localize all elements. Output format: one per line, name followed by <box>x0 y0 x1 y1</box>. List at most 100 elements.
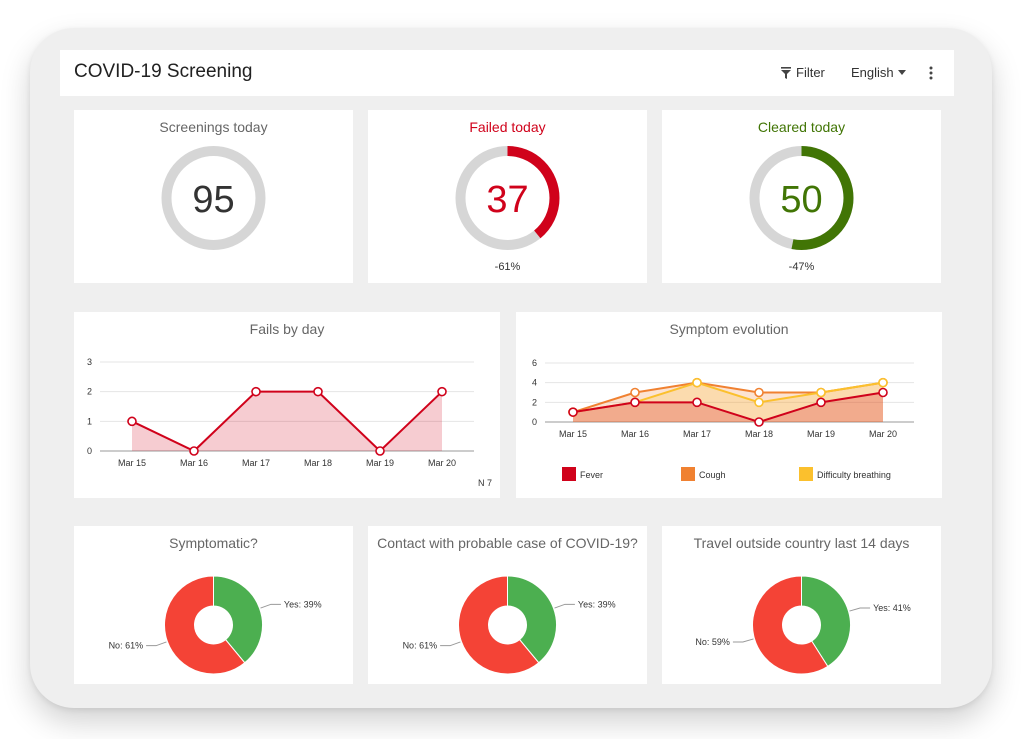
x-tick-label: Mar 16 <box>621 429 649 439</box>
series-area <box>573 392 883 422</box>
data-point <box>692 397 702 408</box>
kpi-title: Failed today <box>469 119 546 135</box>
kpi-delta: -47% <box>788 261 815 273</box>
kpi-card-screenings: Screenings today 95 <box>74 110 353 283</box>
chart-title: Symptom evolution <box>669 321 789 337</box>
slice-label: Yes: 41% <box>873 603 911 613</box>
kpi-ring-track <box>161 146 266 250</box>
kpi-value: 50 <box>780 179 822 221</box>
kpi-ring: 37 <box>455 146 560 250</box>
series-line <box>572 391 884 424</box>
kpi-value: 37 <box>486 179 528 221</box>
contact-card: Contact with probable case of COVID-19? … <box>368 526 647 684</box>
leader-line <box>440 641 461 647</box>
no-slice <box>458 575 540 675</box>
fails-by-day-chart: 0 1 2 3 Mar 15 Mar 16 Mar 17 Mar 18 Mar 19 Mar 20 <box>87 357 474 468</box>
data-point <box>816 397 826 408</box>
y-tick-label: 4 <box>532 378 537 388</box>
x-tick-label: Mar 16 <box>180 458 208 468</box>
caret-down-icon <box>897 70 906 75</box>
chart-title: Travel outside country last 14 days <box>693 535 910 551</box>
slice-label: No: 61% <box>403 641 438 651</box>
kpi-title: Screenings today <box>159 119 268 135</box>
y-tick-label: 1 <box>87 416 92 426</box>
slice-label: Yes: 39% <box>578 599 616 609</box>
legend-label: Fever <box>580 470 603 480</box>
x-tick-label: Mar 19 <box>366 458 394 468</box>
kpi-ring-progress <box>455 146 560 250</box>
leader-line <box>146 641 167 647</box>
legend-swatch <box>562 467 576 481</box>
page-title: COVID-19 Screening <box>74 61 253 82</box>
kpi-ring: 50 <box>749 146 854 250</box>
x-tick-label: Mar 17 <box>683 429 711 439</box>
data-point <box>878 387 888 398</box>
x-tick-label: Mar 20 <box>869 429 897 439</box>
fails-by-day-card: Fails by day 0 1 2 3 Mar 15 Mar 16 Mar 17 Mar 1… <box>74 312 500 498</box>
data-point <box>251 386 261 397</box>
x-tick-label: Mar 18 <box>304 458 332 468</box>
data-point <box>754 397 764 408</box>
chart-title: Fails by day <box>249 321 325 337</box>
kpi-ring: 95 <box>161 146 266 250</box>
filter-label: Filter <box>796 65 825 80</box>
series-area <box>573 382 883 422</box>
y-tick-label: 0 <box>87 446 92 456</box>
yes-slice <box>213 575 263 664</box>
data-point <box>189 446 199 456</box>
funnel-icon <box>781 66 791 79</box>
filter-button[interactable]: Filter <box>781 65 825 80</box>
travel-card: Travel outside country last 14 days Yes:… <box>662 526 941 684</box>
legend-swatch <box>681 467 695 481</box>
x-tick-label: Mar 15 <box>118 458 146 468</box>
x-tick-label: Mar 15 <box>559 429 587 439</box>
symptomatic-card: Symptomatic? Yes: 39% No: 61% <box>74 526 353 684</box>
kpi-ring-progress <box>749 146 854 250</box>
donut-chart: Yes: 39% No: 61% <box>109 575 322 675</box>
leader-line <box>849 607 871 612</box>
data-point <box>630 397 640 408</box>
yes-slice <box>507 575 557 664</box>
leader-line <box>554 603 575 609</box>
no-slice <box>164 575 246 675</box>
kpi-title: Cleared today <box>757 119 846 135</box>
data-point <box>816 387 826 398</box>
language-label: English <box>851 65 894 80</box>
kpi-value: 95 <box>192 179 234 221</box>
donut-chart: Yes: 41% No: 59% <box>695 575 911 675</box>
series-area <box>573 382 883 422</box>
leader-line <box>732 638 754 643</box>
language-select[interactable]: English <box>851 65 906 80</box>
legend-label: Cough <box>699 470 726 480</box>
y-tick-label: 2 <box>532 397 537 407</box>
app-toolbar: COVID-19 Screening Filter English <box>60 50 954 96</box>
symptom-evolution-chart: 0 2 4 6 Mar 15 Mar 16 Mar 17 Mar 18 Mar 19 Mar 20… <box>532 358 914 481</box>
no-slice <box>752 575 829 675</box>
data-point <box>375 446 385 456</box>
y-tick-label: 6 <box>532 358 537 368</box>
kpi-card-failed: Failed today 37 -61% <box>368 110 647 283</box>
data-point <box>568 407 578 417</box>
sample-size-note: N 7 <box>477 478 492 488</box>
y-tick-label: 3 <box>87 357 92 367</box>
app-frame: COVID-19 Screening Filter English Screen… <box>30 28 992 708</box>
data-point <box>127 416 137 427</box>
chart-title: Symptomatic? <box>169 535 258 551</box>
data-point <box>630 387 640 398</box>
donut-chart: Yes: 39% No: 61% <box>403 575 616 675</box>
slice-label: No: 61% <box>109 641 144 651</box>
legend-swatch <box>799 467 813 481</box>
more-vert-icon[interactable] <box>926 65 936 81</box>
kpi-card-cleared: Cleared today 50 -47% <box>662 110 941 283</box>
y-tick-label: 2 <box>87 387 92 397</box>
slice-label: No: 59% <box>695 637 730 647</box>
chart-title: Contact with probable case of COVID-19? <box>377 535 638 551</box>
data-point <box>754 417 764 427</box>
leader-line <box>260 603 281 609</box>
slice-label: Yes: 39% <box>284 599 322 609</box>
legend-label: Difficulty breathing <box>817 470 891 480</box>
symptom-evolution-card: Symptom evolution 0 2 4 6 Mar 15 Mar 16 Mar 17… <box>516 312 942 498</box>
series-line <box>131 390 443 453</box>
data-point <box>878 377 888 388</box>
kpi-delta: -61% <box>494 261 521 273</box>
